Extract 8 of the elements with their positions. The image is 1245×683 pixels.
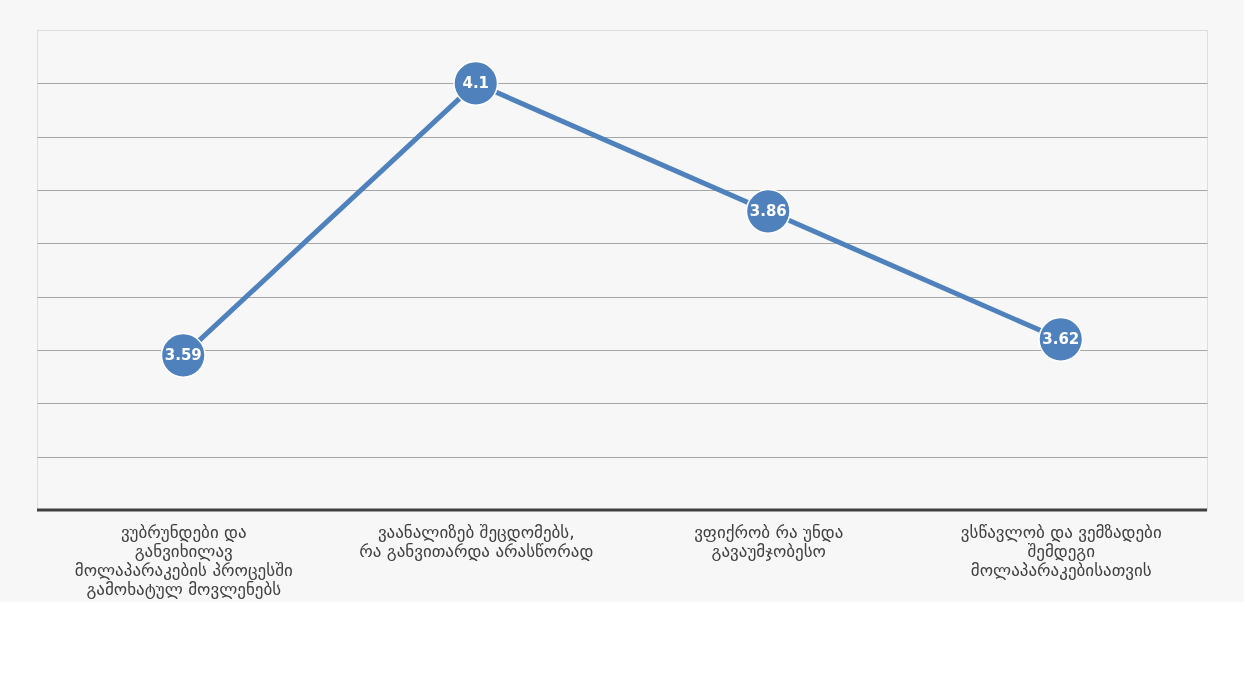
data-label: 3.86 (749, 202, 787, 221)
x-tick-label: ვუბრუნდები და განვიხილავ მოლაპარაკების პროცესში გამოხატულ მოვლენებს (74, 521, 293, 599)
data-label: 3.59 (164, 346, 202, 365)
x-tick-label: ვსწავლობ და ვემზადები შემდეგი მოლაპარაკებისათვის (960, 521, 1162, 580)
x-tick-label: ვაანალიზებ შეცდომებს, რა განვითარდა არასწორად (359, 521, 594, 561)
data-label: 4.1 (462, 74, 490, 93)
x-tick-label: ვფიქრობ რა უნდა გავაუმჯობესო (694, 521, 844, 561)
data-label: 3.62 (1042, 330, 1080, 349)
